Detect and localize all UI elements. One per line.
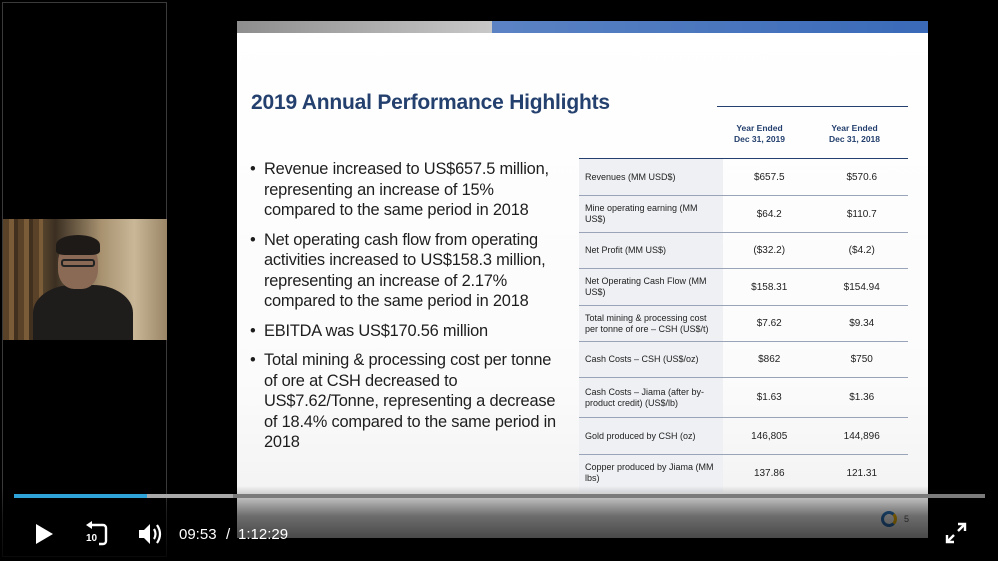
value-2018: $570.6	[815, 158, 908, 196]
slide-header-bar-blue	[492, 21, 928, 33]
value-2019: $657.5	[722, 158, 816, 196]
webcam-video	[3, 219, 167, 340]
value-2018: $750	[815, 341, 908, 378]
row-label: Gold produced by CSH (oz)	[579, 417, 723, 455]
presenter-hair	[56, 235, 100, 255]
fullscreen-icon	[945, 522, 967, 544]
time-separator: /	[226, 526, 231, 543]
row-label: Revenues (MM USD$)	[579, 158, 723, 196]
value-2019: $64.2	[722, 195, 816, 233]
table-row: Cash Costs – Jiama (after by-product cre…	[579, 377, 908, 418]
value-2018: 144,896	[815, 417, 908, 455]
volume-icon	[139, 524, 162, 544]
rewind-seconds-label: 10	[86, 533, 98, 544]
row-label: Net Profit (MM US$)	[579, 232, 723, 269]
value-2019: $862	[722, 341, 816, 378]
seek-bar[interactable]	[14, 494, 985, 498]
presenter-body	[33, 285, 133, 340]
table-row: Revenues (MM USD$) $657.5 $570.6	[579, 158, 908, 196]
play-button[interactable]	[33, 523, 55, 545]
table-row: Cash Costs – CSH (US$/oz) $862 $750	[579, 341, 908, 378]
value-2019: $1.63	[722, 377, 816, 418]
presentation-slide: 2019 Annual Performance Highlights Reven…	[237, 21, 928, 538]
highlights-list: Revenue increased to US$657.5 million, r…	[250, 159, 560, 462]
row-label: Cash Costs – Jiama (after by-product cre…	[579, 377, 723, 418]
column-header-2019: Year Ended Dec 31, 2019	[733, 123, 786, 144]
value-2019: 137.86	[722, 454, 816, 492]
value-2018: $9.34	[815, 305, 908, 342]
table-row: Copper produced by Jiama (MM lbs) 137.86…	[579, 454, 908, 492]
slide-header-bar-grey	[237, 21, 492, 33]
table-row: Total mining & processing cost per tonne…	[579, 305, 908, 342]
rewind-10-icon	[86, 521, 108, 546]
current-time: 09:53	[179, 526, 217, 543]
performance-table: Revenues (MM USD$) $657.5 $570.6 Mine op…	[579, 158, 908, 492]
highlight-bullet: EBITDA was US$170.56 million	[250, 321, 560, 342]
table-row: Net Operating Cash Flow (MM US$) $158.31…	[579, 268, 908, 306]
duration: 1:12:29	[238, 526, 289, 543]
value-2018: $1.36	[815, 377, 908, 418]
seek-bar-played	[14, 494, 148, 498]
value-2019: $7.62	[722, 305, 816, 342]
row-label: Total mining & processing cost per tonne…	[579, 305, 723, 342]
highlight-bullet: Total mining & processing cost per tonne…	[250, 350, 560, 453]
value-2018: 121.31	[815, 454, 908, 492]
value-2019: $158.31	[722, 268, 816, 306]
row-label: Cash Costs – CSH (US$/oz)	[579, 341, 723, 378]
slide-title: 2019 Annual Performance Highlights	[251, 91, 610, 114]
highlight-bullet: Revenue increased to US$657.5 million, r…	[250, 159, 560, 221]
row-label: Net Operating Cash Flow (MM US$)	[579, 268, 723, 306]
row-label: Copper produced by Jiama (MM lbs)	[579, 454, 723, 492]
value-2018: $154.94	[815, 268, 908, 306]
volume-button[interactable]	[137, 521, 165, 547]
table-row: Net Profit (MM US$) ($32.2) ($4.2)	[579, 232, 908, 269]
play-icon	[36, 524, 53, 544]
row-label: Mine operating earning (MM US$)	[579, 195, 723, 233]
fullscreen-button[interactable]	[945, 522, 967, 544]
value-2018: ($4.2)	[815, 232, 908, 269]
table-top-rule	[717, 106, 908, 107]
column-header-2018: Year Ended Dec 31, 2018	[828, 123, 881, 144]
controls-bar	[0, 486, 998, 561]
table-row: Mine operating earning (MM US$) $64.2 $1…	[579, 195, 908, 233]
value-2019: 146,805	[722, 417, 816, 455]
highlight-bullet: Net operating cash flow from operating a…	[250, 230, 560, 312]
value-2019: ($32.2)	[722, 232, 816, 269]
table-row: Gold produced by CSH (oz) 146,805 144,89…	[579, 417, 908, 455]
rewind-10-button[interactable]: 10	[83, 521, 111, 547]
presenter-glasses	[61, 259, 95, 267]
value-2018: $110.7	[815, 195, 908, 233]
